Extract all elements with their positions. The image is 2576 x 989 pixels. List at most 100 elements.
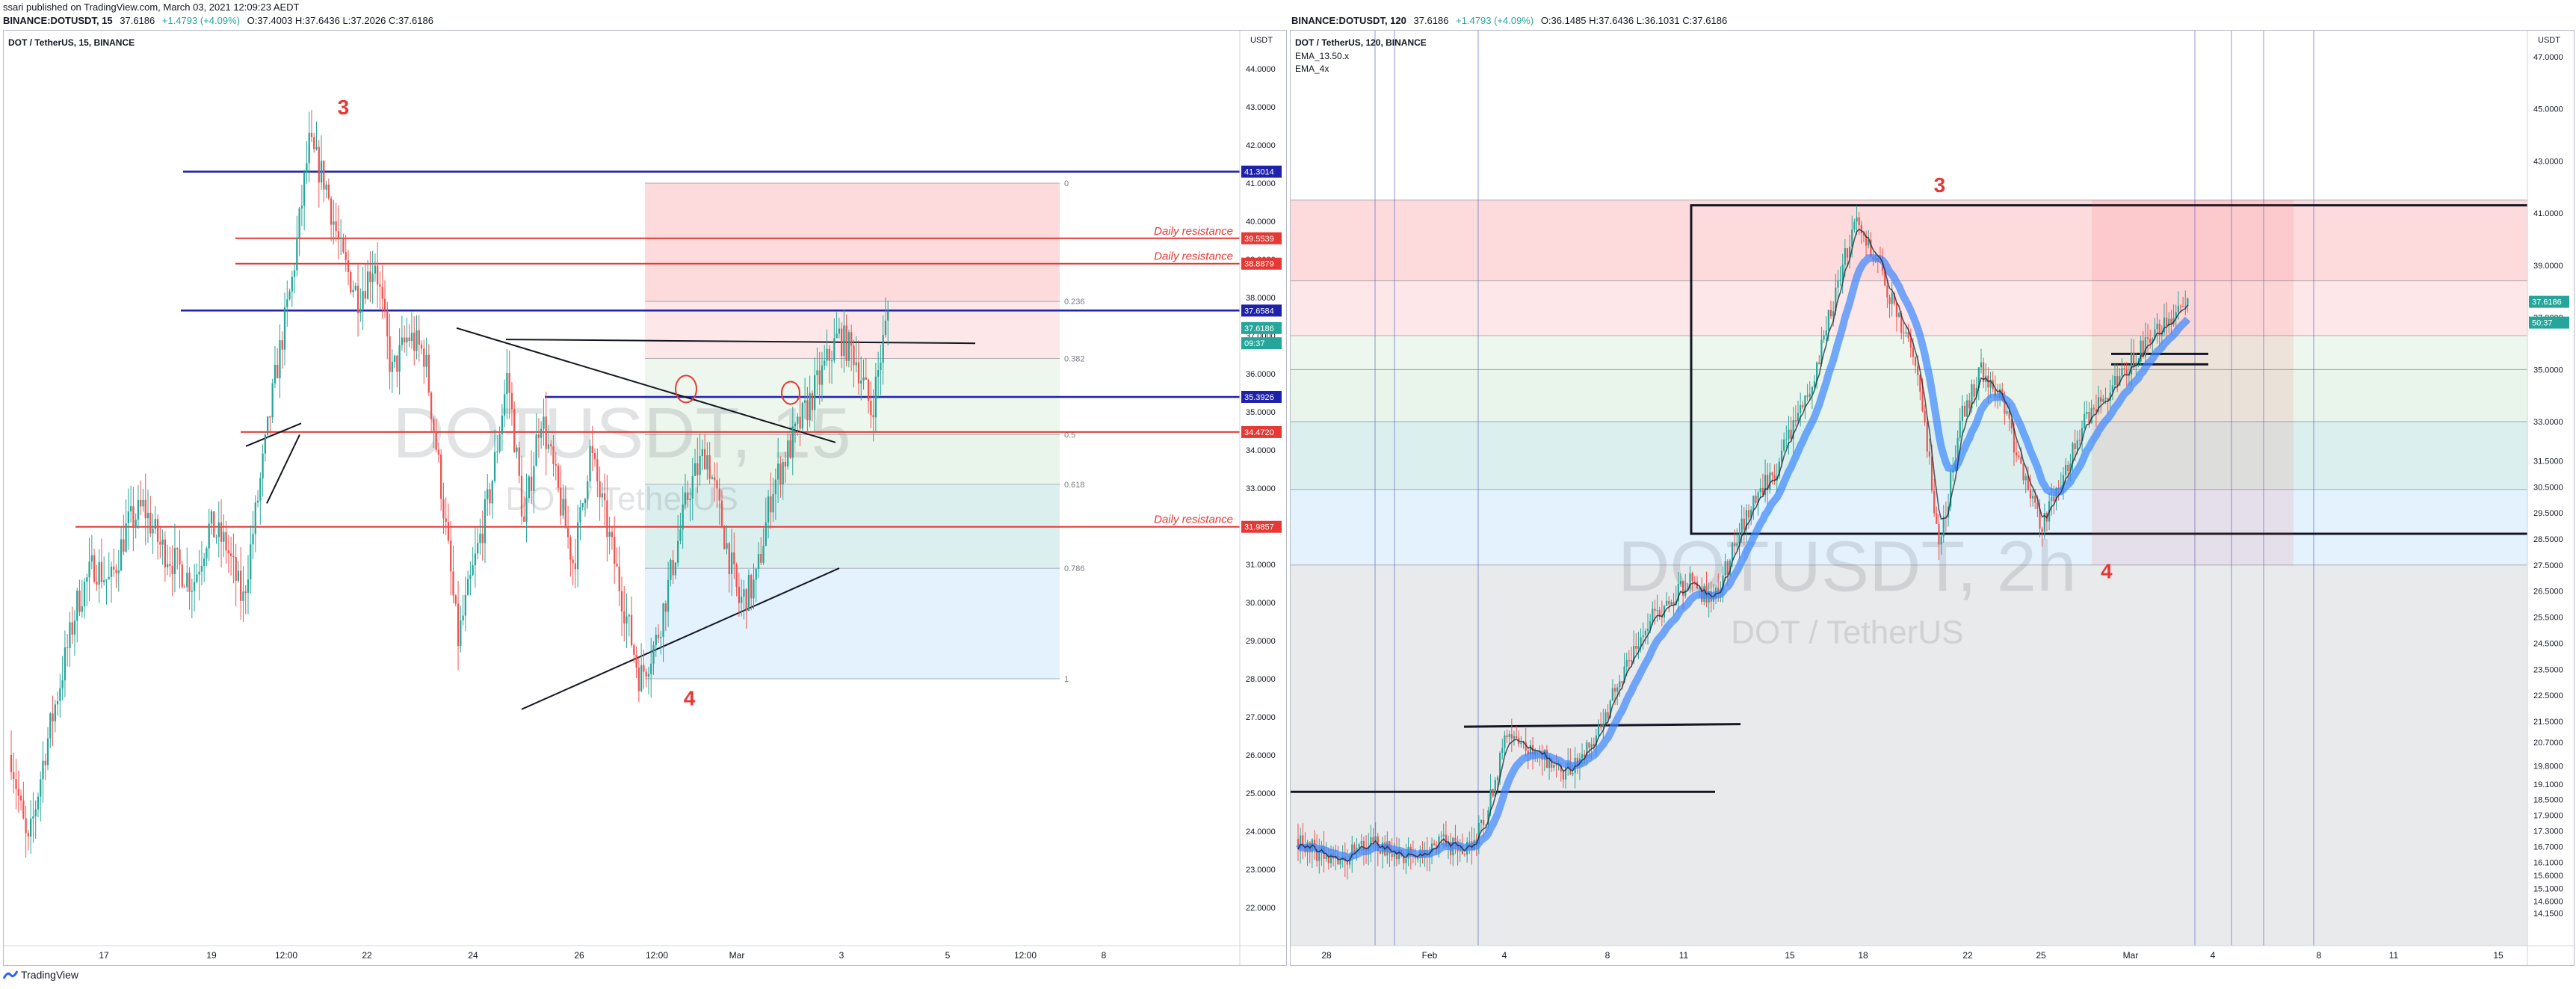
candle-body <box>146 513 149 519</box>
candle-body <box>838 328 840 334</box>
candle-body <box>213 511 215 537</box>
candle-body <box>1741 518 1743 534</box>
candle-body <box>22 800 25 819</box>
x-tick-label: Mar <box>729 950 745 961</box>
candle-body <box>1454 837 1457 841</box>
candle-body <box>198 571 200 575</box>
candle-body <box>2069 463 2072 472</box>
candle-body <box>127 511 130 524</box>
candle-body <box>2119 375 2121 386</box>
candle-body <box>1759 488 1761 493</box>
candle-body <box>1499 753 1501 777</box>
y-tick-label: 14.6000 <box>2533 898 2563 907</box>
candle-body <box>555 463 557 466</box>
candle-body <box>711 477 714 479</box>
candle-body <box>271 383 274 418</box>
candle-body <box>1356 848 1358 852</box>
candle-body <box>445 518 447 523</box>
x-tick-label: 18 <box>1858 950 1868 961</box>
candle-body <box>750 575 753 599</box>
candle-body <box>1684 589 1687 596</box>
candle-body <box>2006 410 2008 414</box>
candle-body <box>1480 819 1483 823</box>
candle-body <box>1646 628 1649 631</box>
x-tick-label: 28 <box>1321 950 1332 961</box>
candle-body <box>674 562 677 576</box>
candle-body <box>835 333 838 339</box>
candle-body <box>1477 822 1480 844</box>
candle-body <box>830 360 833 362</box>
candle-body <box>1405 858 1407 863</box>
candle-body <box>266 416 269 435</box>
candle-body <box>797 416 799 424</box>
price-axis-currency: USDT <box>2538 36 2560 45</box>
candle-body <box>803 400 806 403</box>
candle-body <box>828 348 830 361</box>
candle-body <box>142 499 144 507</box>
candle-body <box>227 550 229 554</box>
candle-body <box>19 795 22 801</box>
candle-body <box>1360 841 1362 845</box>
candle-body <box>1813 380 1816 387</box>
chart-panel-left[interactable]: 0 0.236 0.382 0.5 0.618 0.786 1 DOTUSDT, 15 DOT … <box>3 30 1287 966</box>
candle-body <box>256 500 259 503</box>
resistance-label: Daily resistance <box>1154 250 1233 263</box>
candle-body <box>327 184 330 199</box>
candle-body <box>173 548 176 574</box>
candle-body <box>599 481 601 498</box>
candle-body <box>1942 517 1945 537</box>
chart-left[interactable]: 0 0.236 0.382 0.5 0.618 0.786 1 DOTUSDT, 15 DOT … <box>4 31 1286 965</box>
y-tick-label: 41.0000 <box>2533 209 2563 218</box>
candle-body <box>1590 744 1593 748</box>
x-tick-label: 3 <box>839 950 844 961</box>
candle-body <box>1593 744 1595 747</box>
x-tick-label: 26 <box>574 950 584 961</box>
change-right: +1.4793 (+4.09%) <box>1456 15 1534 26</box>
symbol-right: BINANCE:DOTUSDT, 120 <box>1291 15 1406 26</box>
y-tick-label: 25.0000 <box>1246 789 1276 798</box>
candle-body <box>1816 362 1818 381</box>
candle-body <box>1800 404 1802 413</box>
candle-body <box>129 506 132 512</box>
indicator-legend: EMA_13.50.x <box>1295 51 1349 61</box>
candle-body <box>2027 475 2029 490</box>
publisher-line: ssari published on TradingView.com, Marc… <box>3 1 300 13</box>
price-label-box <box>1241 337 1282 350</box>
candle-body <box>718 488 720 501</box>
candle-body <box>608 532 611 537</box>
candle-body <box>2064 464 2067 475</box>
candle-body <box>760 554 762 563</box>
candle-body <box>1677 584 1679 602</box>
candle-body <box>791 426 794 458</box>
price-label-box <box>1241 520 1282 533</box>
x-tick-label: 11 <box>1679 950 1689 961</box>
candle-body <box>566 528 569 537</box>
candle-body <box>1649 621 1652 629</box>
candle-body <box>1738 533 1741 544</box>
candle-body <box>743 589 745 597</box>
candle-body <box>96 581 98 585</box>
candle-body <box>1562 771 1565 780</box>
candle-body <box>1516 736 1518 739</box>
candle-body <box>350 271 352 292</box>
candle-body <box>1835 287 1837 312</box>
candle-body <box>120 539 123 571</box>
candle-body <box>1553 765 1555 768</box>
candle-body <box>1616 687 1619 692</box>
candle-body <box>670 559 672 580</box>
candle-body <box>1773 475 1776 481</box>
y-tick-label: 29.5000 <box>2533 509 2563 518</box>
candle-body <box>88 561 90 578</box>
candle-body <box>2166 317 2168 326</box>
candle-body <box>188 573 191 592</box>
candle-body <box>1757 492 1759 503</box>
candle-body <box>2051 496 2053 502</box>
candle-body <box>1525 742 1527 751</box>
candle-body <box>1968 400 1971 409</box>
tradingview-brand: TradingView <box>21 969 79 981</box>
candle-body <box>747 575 750 611</box>
tradingview-footer[interactable]: TradingView <box>3 969 78 981</box>
candle-body <box>40 779 42 797</box>
